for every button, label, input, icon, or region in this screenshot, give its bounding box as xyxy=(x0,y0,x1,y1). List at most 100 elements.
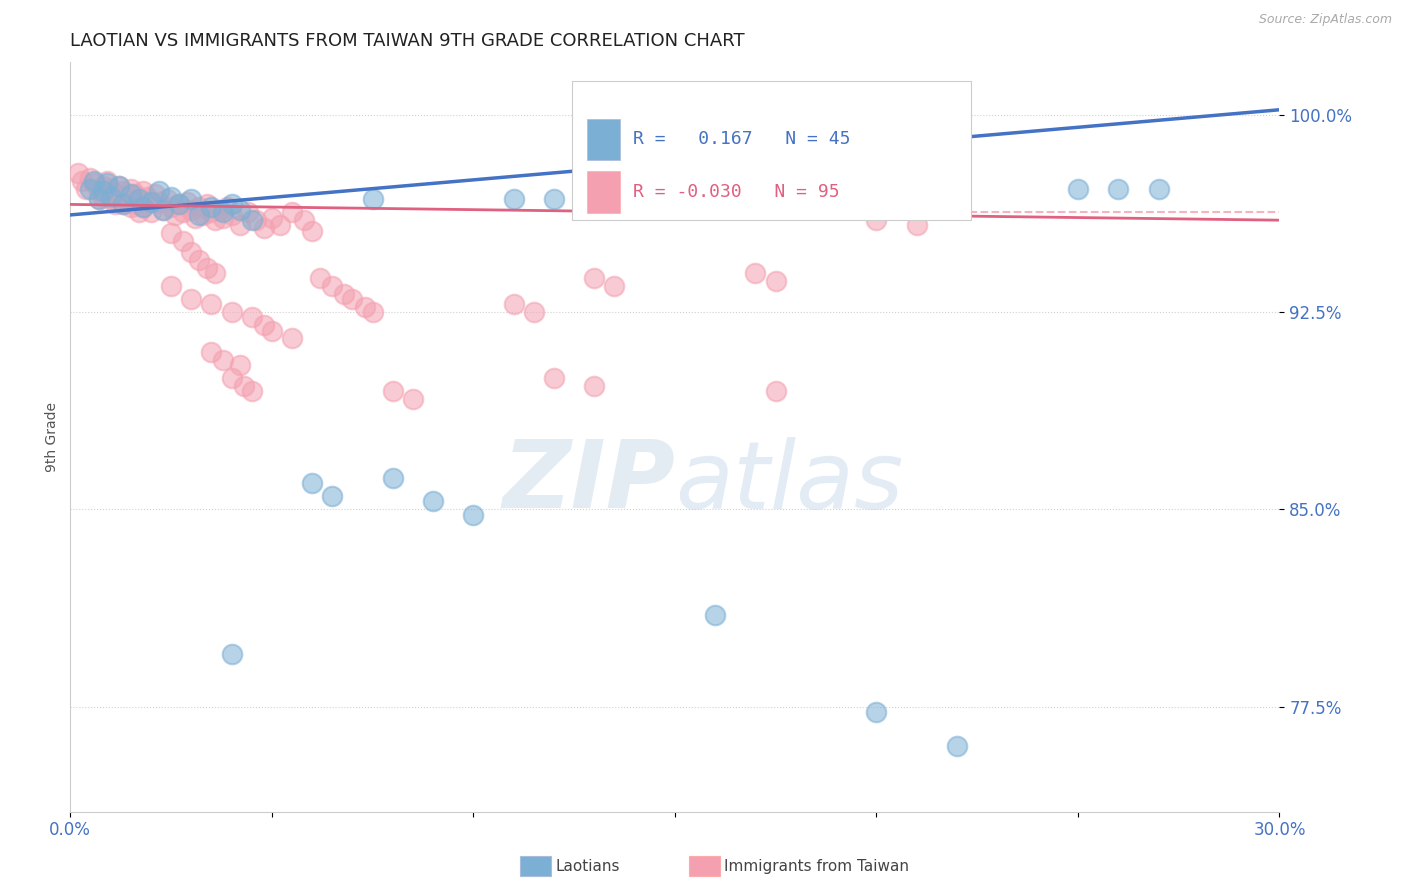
Point xyxy=(765,274,787,288)
Point xyxy=(200,297,222,311)
Point xyxy=(502,297,524,311)
Point xyxy=(160,189,183,203)
Point xyxy=(79,181,101,195)
Point xyxy=(463,508,485,522)
Point xyxy=(96,177,118,191)
Point xyxy=(232,379,254,393)
Point xyxy=(120,186,142,201)
Point xyxy=(664,192,686,206)
Point xyxy=(228,358,250,372)
Text: R = -0.030   N = 95: R = -0.030 N = 95 xyxy=(633,183,839,201)
Point xyxy=(221,197,243,211)
Point xyxy=(132,184,155,198)
Point xyxy=(107,179,129,194)
Point xyxy=(744,266,766,280)
Text: R =   0.167   N = 45: R = 0.167 N = 45 xyxy=(633,130,851,148)
Point xyxy=(353,300,375,314)
Point xyxy=(1147,181,1170,195)
Text: Laotians: Laotians xyxy=(555,859,620,873)
Point xyxy=(148,194,170,209)
Point xyxy=(180,292,202,306)
Point xyxy=(172,205,194,219)
Point xyxy=(281,205,304,219)
Point xyxy=(160,200,183,214)
Point xyxy=(865,705,887,719)
Point xyxy=(301,476,323,491)
Point xyxy=(180,244,202,259)
Point xyxy=(309,271,332,285)
Point xyxy=(905,219,928,233)
Point xyxy=(603,279,626,293)
Point xyxy=(139,205,162,219)
Point xyxy=(865,192,887,206)
Point xyxy=(212,205,235,219)
Point xyxy=(228,219,250,233)
Point xyxy=(120,181,142,195)
Point xyxy=(132,200,155,214)
Point xyxy=(217,200,239,214)
Point xyxy=(111,184,134,198)
Point xyxy=(240,310,263,325)
Point xyxy=(260,211,283,225)
Point xyxy=(100,181,122,195)
Point xyxy=(1067,181,1090,195)
Point xyxy=(543,192,565,206)
Point xyxy=(195,260,218,275)
FancyBboxPatch shape xyxy=(586,171,620,212)
FancyBboxPatch shape xyxy=(586,119,620,160)
Point xyxy=(111,197,134,211)
Point xyxy=(195,197,218,211)
Point xyxy=(502,192,524,206)
Point xyxy=(120,200,142,214)
Point xyxy=(139,194,162,209)
Point xyxy=(128,192,150,206)
Point xyxy=(100,189,122,203)
Point xyxy=(946,186,969,201)
Point xyxy=(160,279,183,293)
Point xyxy=(96,174,118,188)
Point xyxy=(148,184,170,198)
Point xyxy=(221,208,243,222)
Point xyxy=(240,384,263,398)
Point xyxy=(172,234,194,248)
Point xyxy=(100,192,122,206)
Point xyxy=(184,211,207,225)
Point xyxy=(253,318,276,333)
Point xyxy=(200,205,222,219)
Point xyxy=(292,213,315,227)
Point xyxy=(543,371,565,385)
Point xyxy=(107,189,129,203)
Point xyxy=(245,213,267,227)
Point xyxy=(67,166,90,180)
Point xyxy=(212,211,235,225)
Point xyxy=(342,292,364,306)
Point xyxy=(236,205,259,219)
Point xyxy=(221,371,243,385)
Point xyxy=(188,208,211,222)
Point xyxy=(128,205,150,219)
Point xyxy=(176,194,198,209)
Point xyxy=(188,252,211,267)
Point xyxy=(87,192,110,206)
Point xyxy=(204,266,226,280)
Point xyxy=(167,197,190,211)
FancyBboxPatch shape xyxy=(572,81,972,219)
Point xyxy=(115,192,138,206)
Point xyxy=(228,202,250,217)
Point xyxy=(321,489,343,503)
Y-axis label: 9th Grade: 9th Grade xyxy=(45,402,59,472)
Point xyxy=(72,174,94,188)
Point xyxy=(905,192,928,206)
Point xyxy=(124,186,146,201)
Point xyxy=(212,352,235,367)
Point xyxy=(281,331,304,345)
Point xyxy=(83,174,105,188)
Point xyxy=(200,200,222,214)
Point xyxy=(180,202,202,217)
Point xyxy=(523,305,546,319)
Point xyxy=(165,208,187,222)
Point xyxy=(128,192,150,206)
Point xyxy=(188,200,211,214)
Point xyxy=(87,184,110,198)
Point xyxy=(269,219,291,233)
